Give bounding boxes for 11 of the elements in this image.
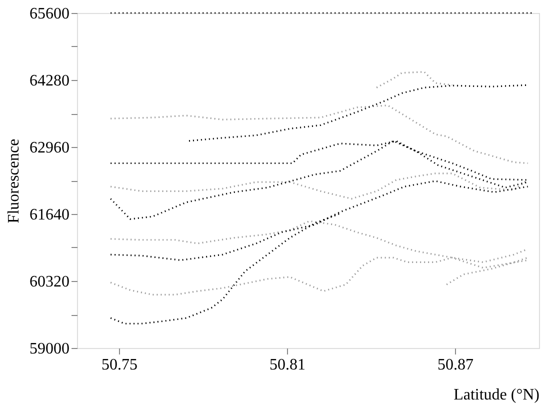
x-tick-label: 50.87 <box>438 356 474 374</box>
y-axis-title: Fluorescence <box>6 138 22 224</box>
x-axis-title: Latitude (°N) <box>454 386 540 404</box>
y-tick-label: 61640 <box>30 206 70 224</box>
y-tick-label: 60320 <box>30 274 70 290</box>
x-tick-label: 50.81 <box>270 356 306 374</box>
x-tick-label: 50.75 <box>102 356 138 374</box>
y-tick-label: 62960 <box>30 140 70 156</box>
y-tick-label: 59000 <box>30 340 70 358</box>
y-tick-label: 64280 <box>30 72 70 90</box>
y-tick-label: 65600 <box>30 6 70 22</box>
